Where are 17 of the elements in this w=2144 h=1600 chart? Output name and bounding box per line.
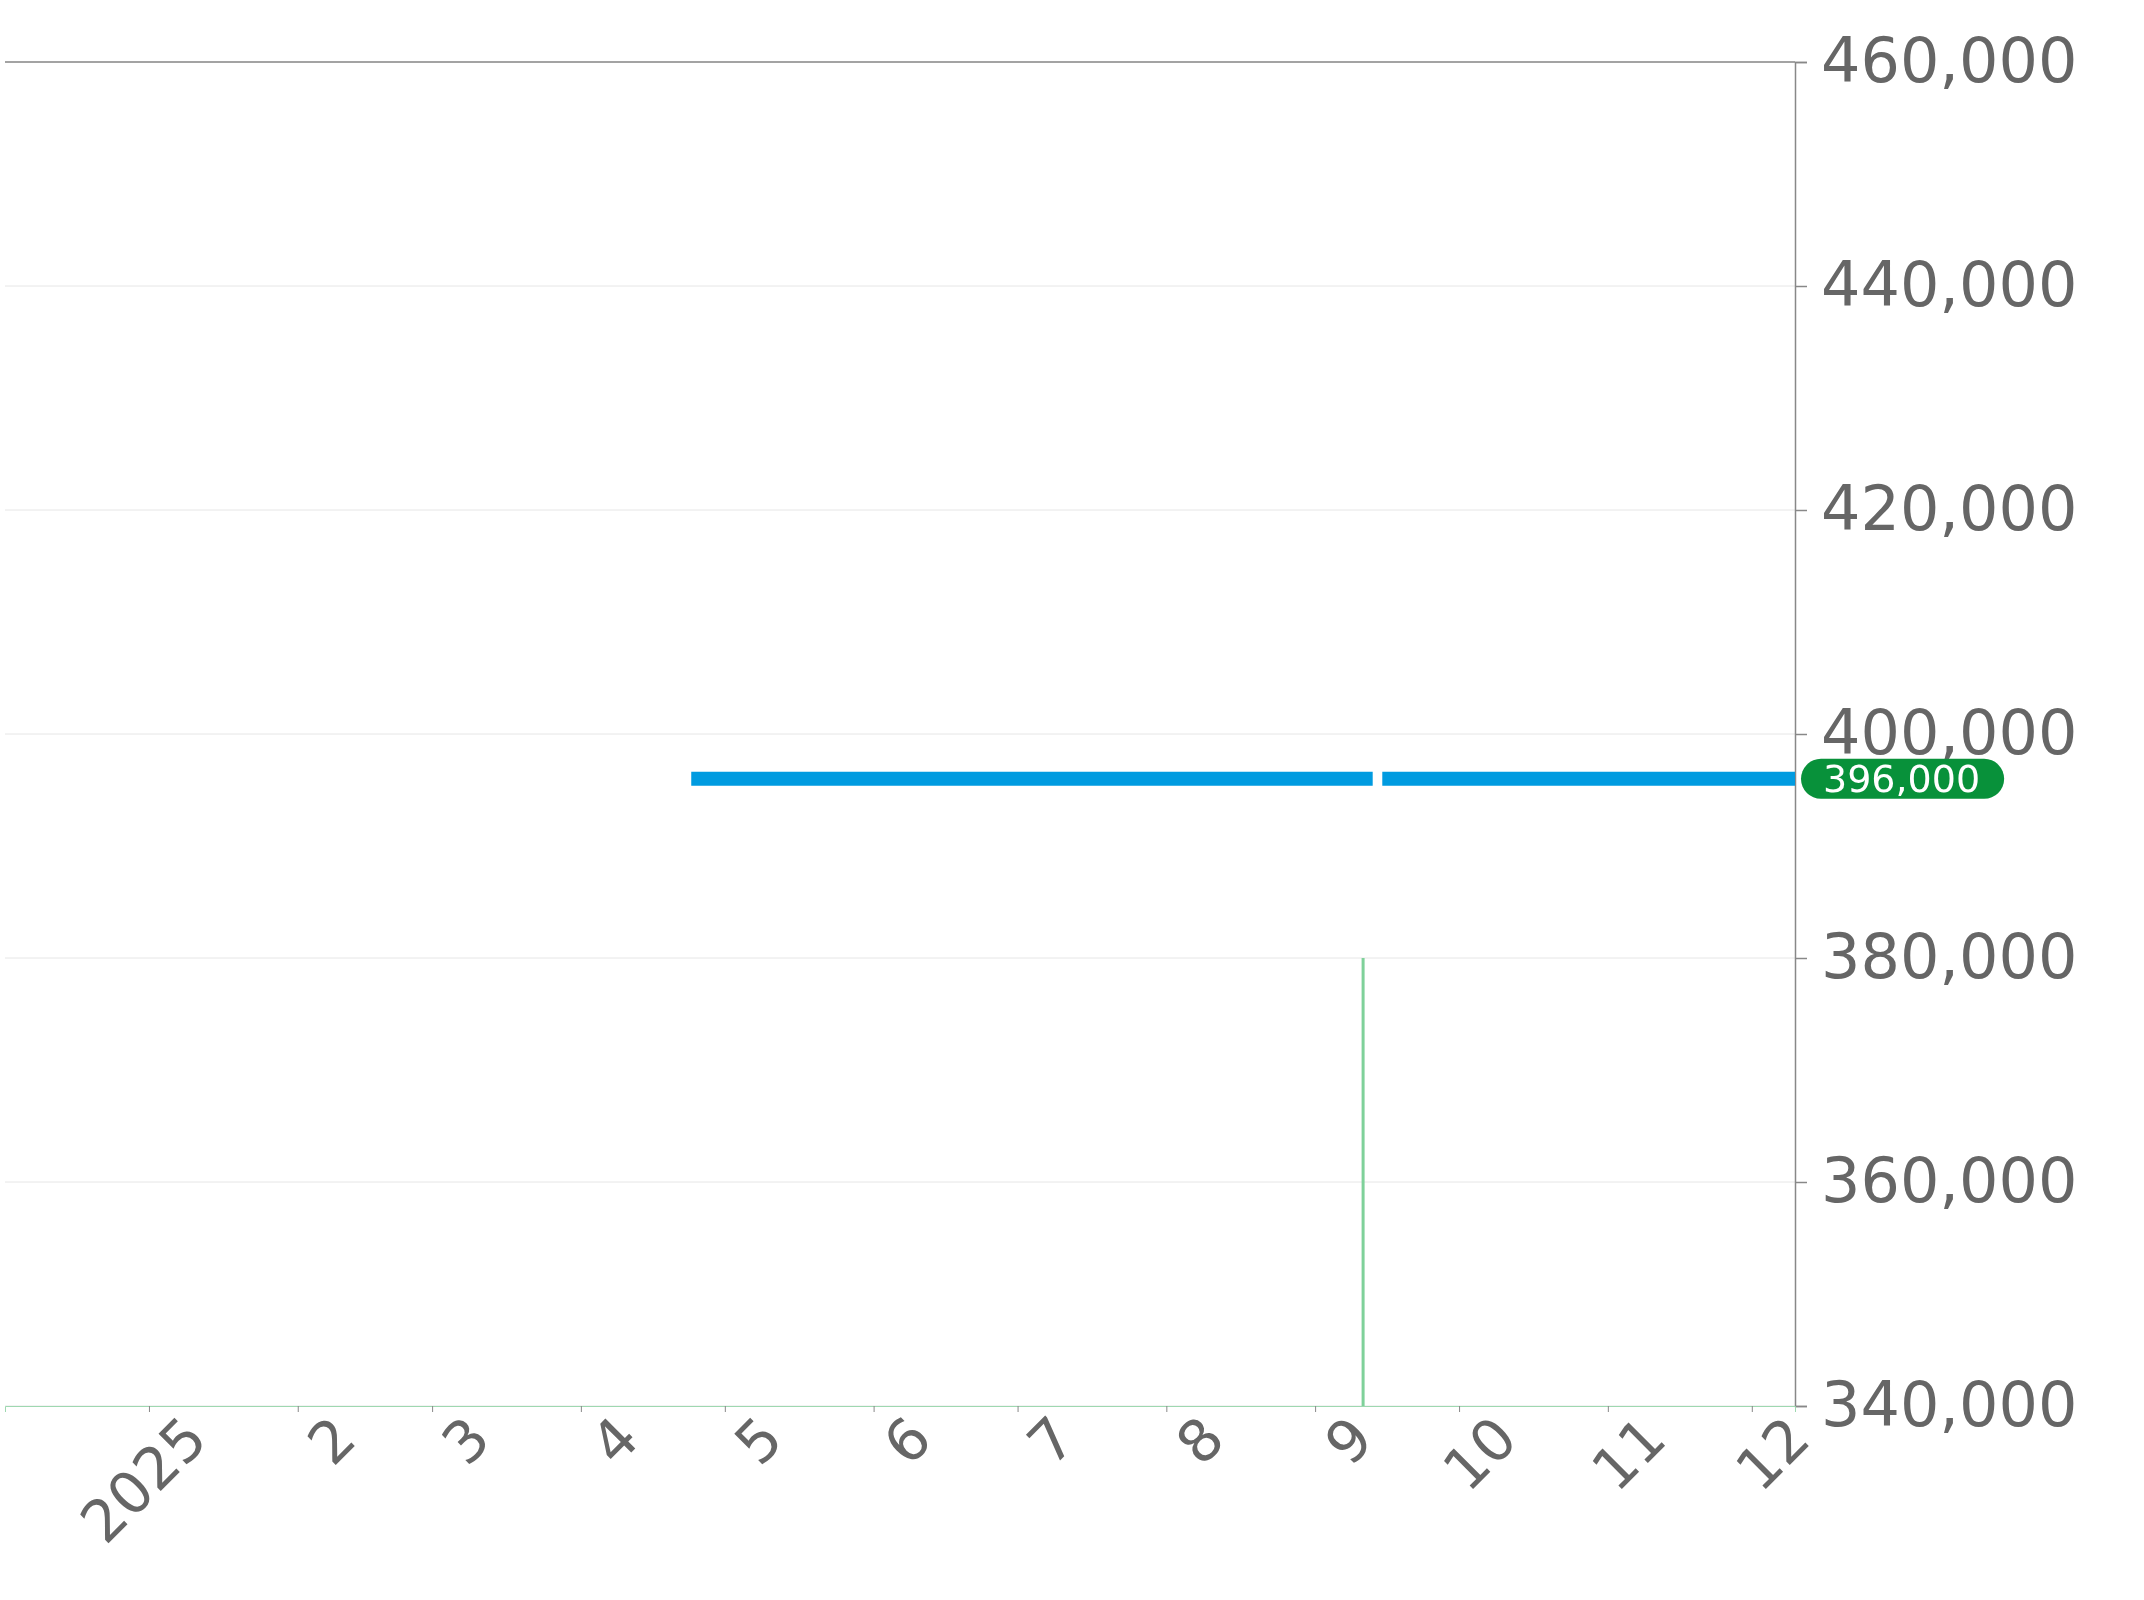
- x-tick-label: 10: [1429, 1403, 1530, 1505]
- x-tick-label: 4: [577, 1403, 652, 1478]
- x-tick-label: 8: [1163, 1403, 1238, 1478]
- x-tick-label: 12: [1722, 1403, 1823, 1505]
- y-tick-label: 340,000: [1821, 1368, 2078, 1442]
- y-tick-label: 460,000: [1821, 24, 2078, 98]
- y-tick-label: 360,000: [1821, 1144, 2078, 1218]
- x-tick-label: 11: [1578, 1403, 1679, 1505]
- x-tick-label: 3: [428, 1403, 504, 1478]
- x-tick-label: 7: [1014, 1403, 1089, 1478]
- y-tick-label: 380,000: [1821, 920, 2078, 994]
- x-tick-label: 2: [294, 1403, 369, 1478]
- x-tick-label: 5: [721, 1403, 796, 1478]
- x-tick-label: 6: [870, 1403, 945, 1478]
- x-tick-label: 9: [1311, 1403, 1387, 1478]
- y-tick-label: 420,000: [1821, 472, 2078, 546]
- y-tick-label: 440,000: [1821, 248, 2078, 322]
